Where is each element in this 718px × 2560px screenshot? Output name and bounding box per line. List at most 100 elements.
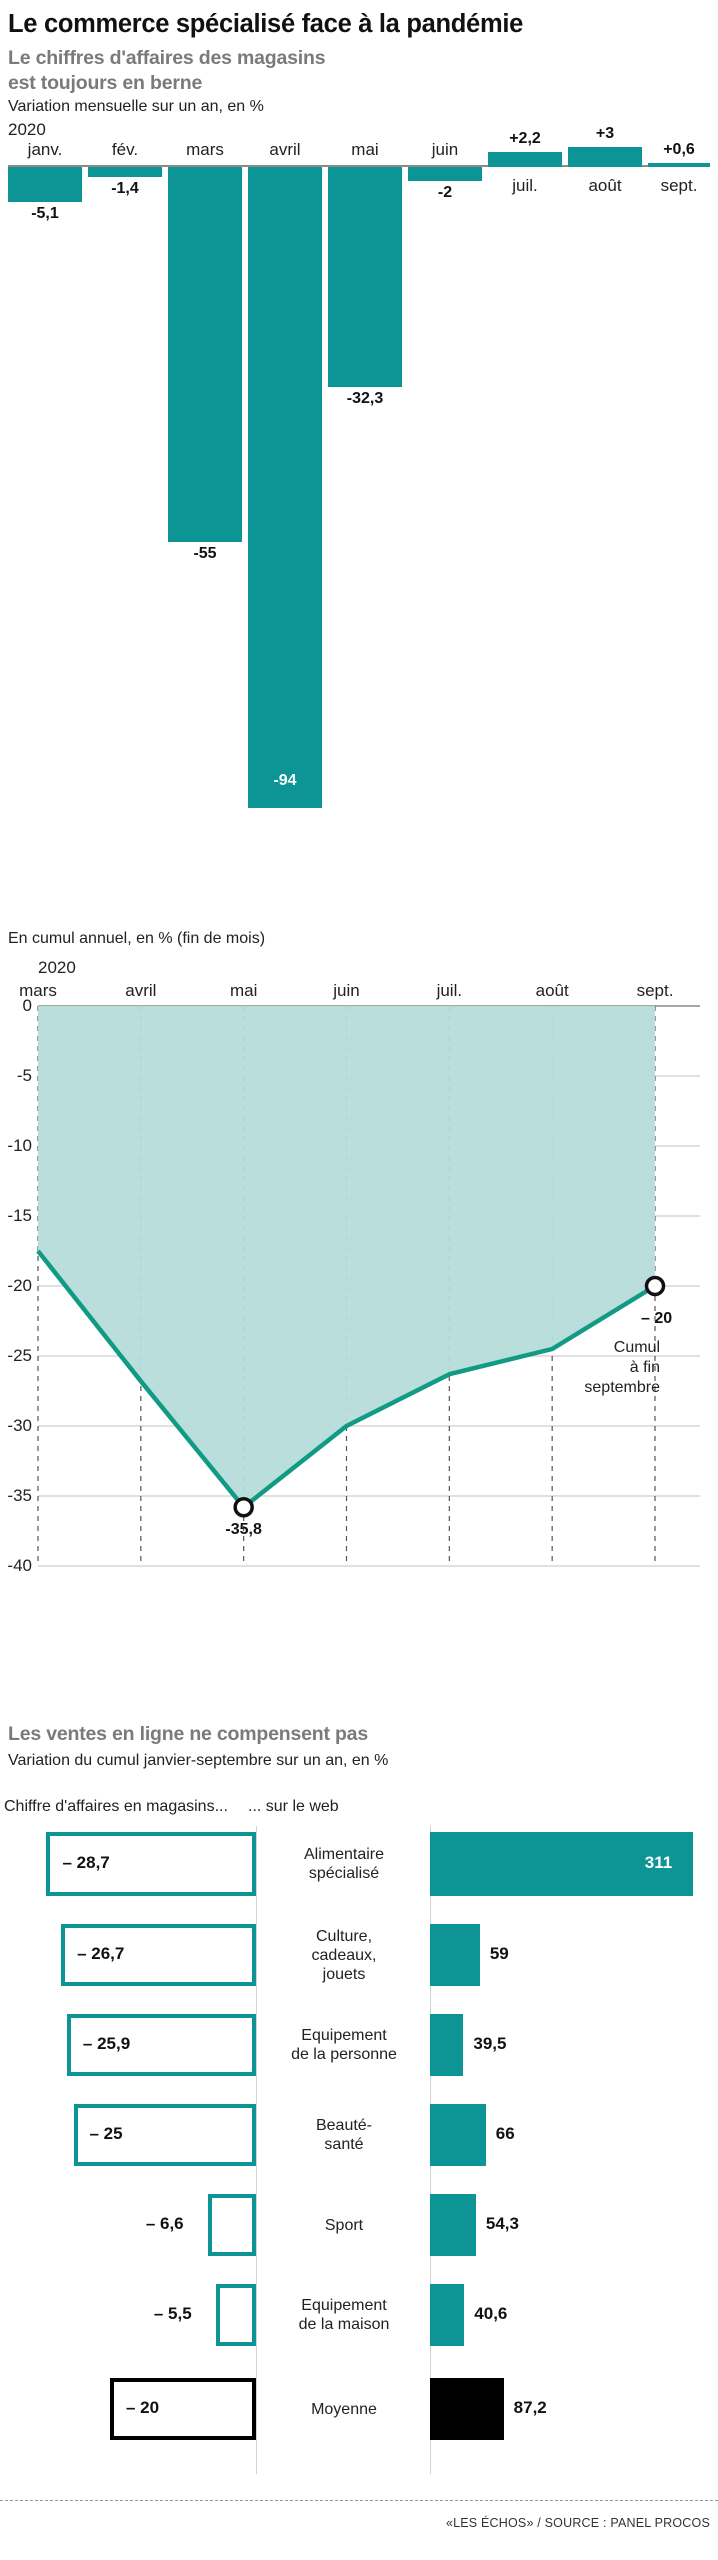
page-subtitle-line-2: est toujours en berne [8, 72, 203, 94]
chart2-month-label: mai [229, 981, 258, 1000]
chart2-plot-area [36, 1005, 700, 1567]
chart1-value-label: -2 [437, 183, 453, 201]
chart3-store-value-label: – 28,7 [62, 1853, 110, 1872]
chart2-month-label: avril [125, 981, 157, 1000]
chart3-store-bar [110, 2378, 256, 2440]
chart2-y-tick-label: -25 [7, 1346, 32, 1365]
chart2-callout-note: Cumul à fin septembre [520, 1338, 660, 1398]
chart2-y-tick-label: 0 [22, 996, 32, 1015]
chart3-category-line: de la personne [291, 2046, 397, 2063]
chart3-left-header: Chiffre d'affaires en magasins... [4, 1798, 228, 1815]
chart3-category-line: jouets [322, 1965, 366, 1983]
chart3-store-value-label: – 25,9 [82, 2034, 131, 2053]
chart3-category-line: spécialisé [308, 1865, 380, 1882]
chart2-y-tick-label: -30 [7, 1416, 32, 1435]
chart3-web-bar [430, 1924, 480, 1986]
chart3-row: – 20 Moyenne 87,2 [0, 2378, 718, 2440]
chart3-web-value-label: 311 [644, 1853, 673, 1872]
chart3-row: – 5,5 Equipement de la maison 40,6 [0, 2284, 718, 2346]
chart3-web-value-label: 39,5 [473, 2034, 507, 2053]
chart2-end-value-label: – 20 [641, 1310, 673, 1327]
chart1-column: juil. +2,2 [488, 118, 562, 888]
chart1-year-label: 2020 [8, 120, 46, 139]
chart2-note-line: septembre [584, 1379, 660, 1396]
chart3-store-value-label: – 5,5 [153, 2304, 192, 2323]
chart3-store-bar [215, 2284, 256, 2346]
chart1-column: sept. +0,6 [648, 118, 710, 888]
chart3-category-label: Beauté-santé [262, 2116, 426, 2154]
chart2-y-tick-label: -35 [7, 1486, 32, 1505]
chart2-y-tick-label: -20 [7, 1276, 32, 1295]
chart3-web-bar [430, 2194, 476, 2256]
chart3-title: Les ventes en ligne ne compensent pas [8, 1723, 368, 1745]
chart3-web-value-label: 66 [495, 2124, 515, 2143]
chart1-bar [328, 167, 402, 388]
chart1-column: août +3 [568, 118, 642, 888]
chart1-month-label: mai [351, 140, 379, 159]
chart3-row: – 6,6 Sport 54,3 [0, 2194, 718, 2256]
chart2-month-label: sept. [636, 981, 674, 1000]
chart1-column: fév. -1,4 [88, 118, 162, 888]
chart1-value-label: -5,1 [31, 204, 59, 222]
chart3-category-line: Equipement [301, 2297, 387, 2314]
chart1-month-label: sept. [660, 176, 698, 195]
chart2-data-point-marker [233, 1496, 254, 1518]
chart1-bar [8, 167, 82, 202]
chart1-zero-axis [8, 165, 710, 167]
chart3-category-label: Culture, cadeaux, jouets [262, 1927, 426, 1984]
chart2-note-line: à fin [629, 1359, 660, 1376]
chart3-store-value-label: – 6,6 [145, 2214, 184, 2233]
chart1-bar [648, 162, 710, 167]
chart3-web-bar [430, 1832, 693, 1896]
chart1-column: juin -2 [408, 118, 482, 888]
chart3-category-label: Equipement de la maison [262, 2296, 426, 2334]
chart1-bar [248, 167, 322, 809]
chart3-right-header: ... sur le web [248, 1798, 339, 1815]
chart2-month-label: juin [333, 981, 360, 1000]
page-title: Le commerce spécialisé face à la pandémi… [8, 10, 523, 38]
chart3-category-line: Culture, [315, 1927, 373, 1945]
chart1-column: avril -94 [248, 118, 322, 888]
chart2-year-label: 2020 [38, 958, 76, 977]
page-subtitle: Le chiffres d'affaires des magasins est … [8, 46, 568, 96]
chart3-web-bar [430, 2378, 504, 2440]
chart1-subtitle: Variation mensuelle sur un an, en % [8, 98, 264, 115]
chart3-web-value-label: 87,2 [513, 2398, 547, 2417]
chart1-bar [168, 167, 242, 543]
chart2-month-label: juil. [436, 981, 463, 1000]
chart3-category-line: Alimentaire [303, 1846, 385, 1863]
chart1-bar [568, 146, 642, 167]
store-vs-web-chart: – 28,7 Alimentaire spécialisé 311 – 26,7 Cult… [0, 1826, 718, 2486]
chart3-category-line: Moyenne [311, 2400, 377, 2418]
chart1-column: mars -55 [168, 118, 242, 888]
footer-divider [0, 2500, 718, 2501]
chart3-category-line: cadeaux, [311, 1946, 377, 1964]
chart3-category-label: Sport [262, 2216, 426, 2235]
chart1-value-label: +3 [595, 124, 615, 142]
chart2-y-tick-label: -40 [7, 1556, 32, 1575]
chart3-row: – 26,7 Culture, cadeaux, jouets 59 [0, 1924, 718, 1986]
chart2-y-tick-label: -10 [7, 1136, 32, 1155]
footer-credit: «LES ÉCHOS» / SOURCE : PANEL PROCOS [445, 2516, 710, 2530]
chart3-row: – 25,9 Equipement de la personne 39,5 [0, 2014, 718, 2076]
chart3-store-bar [46, 1832, 256, 1896]
chart1-value-label: -1,4 [111, 179, 139, 197]
chart3-row: – 25 Beauté-santé 66 [0, 2104, 718, 2166]
chart2-month-label: mars [19, 981, 57, 1000]
chart3-store-bar [207, 2194, 256, 2256]
chart1-month-label: juil. [512, 176, 538, 195]
chart1-value-label: -94 [273, 772, 297, 790]
chart1-value-label: +0,6 [663, 140, 695, 158]
chart3-category-line: santé [324, 2136, 364, 2153]
chart1-month-label: fév. [111, 140, 139, 159]
chart3-category-line: Equipement [301, 2027, 387, 2044]
chart1-column: mai -32,3 [328, 118, 402, 888]
chart1-bar [408, 167, 482, 181]
chart3-category-line: Beauté- [315, 2117, 373, 2134]
chart3-store-value-label: – 26,7 [77, 1944, 125, 1963]
chart3-subtitle: Variation du cumul janvier-septembre sur… [8, 1752, 389, 1769]
chart2-y-tick-label: -15 [7, 1206, 32, 1225]
chart1-bar [488, 151, 562, 167]
page-subtitle-line-1: Le chiffres d'affaires des magasins [8, 47, 326, 69]
